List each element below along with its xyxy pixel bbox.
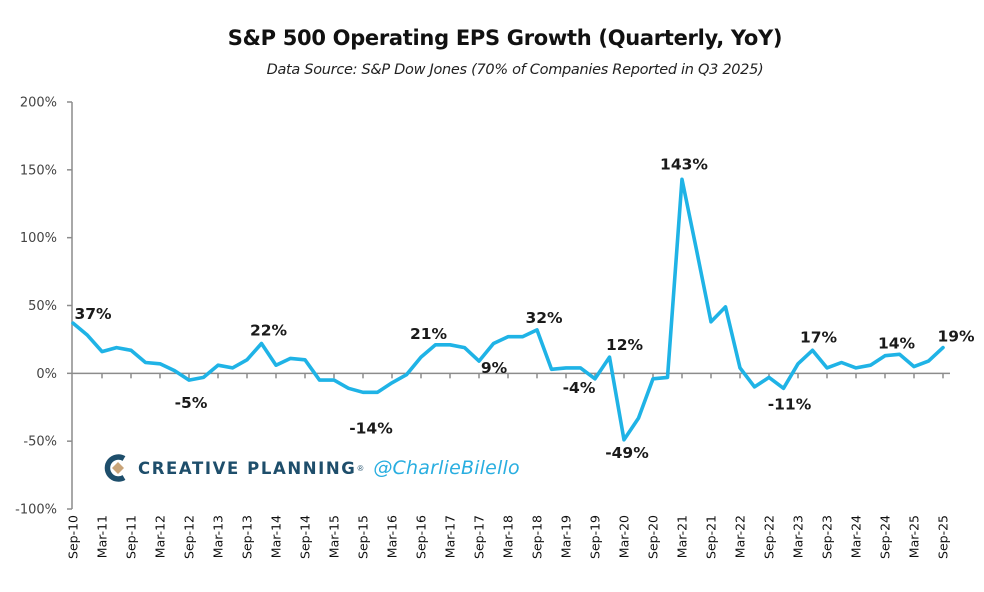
data-label: 19%	[937, 328, 975, 346]
data-label: -5%	[175, 394, 208, 412]
x-tick-label: Sep-25	[936, 515, 951, 559]
x-tick-label: Sep-20	[646, 515, 661, 559]
data-label: 12%	[606, 336, 644, 354]
y-tick-label: 150%	[20, 163, 57, 178]
x-tick-label: Mar-11	[95, 515, 110, 558]
x-tick-label: Mar-18	[501, 515, 516, 558]
y-axis: 200% 150% 100% 50% 0% -50% -100%	[15, 96, 73, 518]
x-tick-label: Sep-16	[414, 515, 429, 559]
data-label: 22%	[250, 321, 288, 339]
x-tick-label: Sep-21	[704, 515, 719, 559]
data-label: 37%	[74, 305, 112, 323]
brand-name: CREATIVE PLANNING	[138, 458, 357, 478]
x-tick-label: Mar-23	[791, 515, 806, 558]
series-layer	[71, 177, 945, 442]
x-axis: Sep-10 Mar-11 Sep-11 Mar-12 Sep-12 Mar-13 Sep-…	[66, 372, 951, 559]
data-label: -14%	[349, 419, 393, 437]
y-tick-label: -100%	[15, 503, 57, 518]
x-tick-label: Mar-17	[443, 515, 458, 558]
watermark: CREATIVE PLANNING ® @CharlieBilello	[104, 453, 520, 483]
x-tick-label: Sep-18	[530, 515, 545, 559]
y-tick-label: 100%	[20, 231, 57, 246]
creative-planning-logo-icon	[104, 454, 126, 482]
data-label: 21%	[410, 325, 448, 343]
x-tick-label: Sep-19	[588, 515, 603, 559]
registered-mark: ®	[357, 463, 364, 473]
data-label: 32%	[525, 309, 563, 327]
x-tick-label: Mar-20	[617, 515, 632, 558]
x-tick-label: Mar-24	[849, 515, 864, 558]
data-label: 14%	[878, 334, 916, 352]
data-label: -11%	[768, 395, 812, 413]
x-tick-label: Mar-14	[269, 515, 284, 558]
data-labels-layer: 37% -5% 22% -14% 21% 9% 32% -4% 12% -49% 143% -11% 1…	[74, 155, 975, 461]
x-tick-label: Sep-13	[240, 515, 255, 559]
data-label: -49%	[605, 444, 649, 462]
x-tick-label: Mar-22	[733, 515, 748, 558]
x-tick-label: Mar-19	[559, 515, 574, 558]
x-tick-label: Mar-15	[327, 515, 342, 558]
data-label: 143%	[660, 155, 708, 173]
y-tick-label: 200%	[20, 96, 57, 111]
x-tick-label: Sep-11	[124, 515, 139, 559]
x-tick-label: Mar-12	[153, 515, 168, 558]
x-tick-label: Sep-22	[762, 515, 777, 559]
x-tick-label: Mar-25	[907, 515, 922, 558]
x-tick-label: Sep-10	[66, 515, 81, 559]
x-tick-label: Sep-14	[298, 515, 313, 559]
x-tick-label: Sep-12	[182, 515, 197, 559]
y-tick-label: 50%	[28, 299, 57, 314]
chart-subtitle: Data Source: S&P Dow Jones (70% of Compa…	[266, 62, 764, 78]
x-tick-label: Sep-17	[472, 515, 487, 559]
data-label: 17%	[800, 328, 838, 346]
x-tick-label: Sep-23	[820, 515, 835, 559]
author-handle: @CharlieBilello	[373, 457, 520, 479]
x-tick-label: Sep-15	[356, 515, 371, 559]
y-tick-label: 0%	[36, 367, 57, 382]
x-tick-label: Mar-21	[675, 515, 690, 558]
x-tick-label: Sep-24	[878, 515, 893, 559]
x-tick-label: Mar-13	[211, 515, 226, 558]
data-label: 9%	[481, 359, 508, 377]
chart-title: S&P 500 Operating EPS Growth (Quarterly,…	[227, 26, 783, 50]
x-tick-label: Mar-16	[385, 515, 400, 558]
data-label: -4%	[563, 379, 596, 397]
y-tick-label: -50%	[23, 435, 57, 450]
